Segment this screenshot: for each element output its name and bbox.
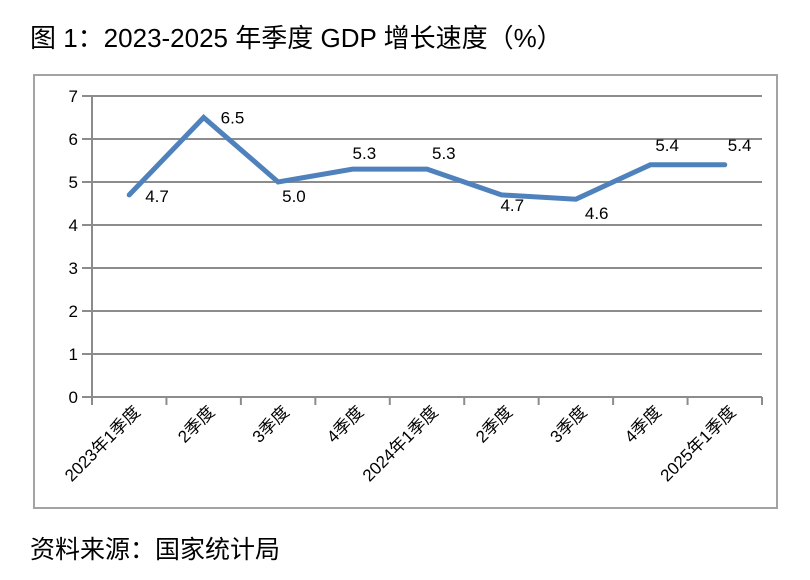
- y-tick-label: 5: [69, 173, 78, 192]
- x-category-label: 2季度: [174, 402, 218, 446]
- x-category-label: 2023年1季度: [61, 402, 144, 485]
- y-tick-label: 1: [69, 345, 78, 364]
- x-category-label: 4季度: [621, 402, 665, 446]
- source-note: 资料来源：国家统计局: [30, 536, 281, 564]
- y-tick-label: 4: [69, 216, 78, 235]
- x-category-label: 2024年1季度: [359, 402, 442, 485]
- data-point-label: 4.6: [585, 204, 609, 223]
- x-category-label: 2025年1季度: [657, 402, 740, 485]
- data-point-label: 5.3: [432, 144, 456, 163]
- y-tick-label: 0: [69, 388, 78, 407]
- y-tick-label: 6: [69, 130, 78, 149]
- data-point-label: 4.7: [145, 187, 169, 206]
- data-point-label: 4.7: [500, 196, 524, 215]
- x-category-label: 2季度: [472, 402, 516, 446]
- gdp-series-line: [126, 114, 728, 202]
- y-tick-label: 2: [69, 302, 78, 321]
- data-point-label: 5.4: [728, 136, 752, 155]
- x-category-label: 3季度: [249, 402, 293, 446]
- data-point-label: 5.0: [282, 187, 306, 206]
- figure-title: 图 1：2023-2025 年季度 GDP 增长速度（%）: [30, 23, 563, 53]
- y-tick-label: 3: [69, 259, 78, 278]
- x-category-label: 4季度: [323, 402, 367, 446]
- data-point-label: 5.4: [655, 136, 679, 155]
- data-point-label: 5.3: [353, 144, 377, 163]
- x-category-label: 3季度: [547, 402, 591, 446]
- chart-frame: 0 1 2 3 4 5 6 7 2023年1季度 2季度 3季度 4季度 2024年1季度 2季度 3季度 4…: [33, 74, 778, 509]
- y-tick-label: 7: [69, 87, 78, 106]
- data-point-label: 6.5: [221, 109, 245, 128]
